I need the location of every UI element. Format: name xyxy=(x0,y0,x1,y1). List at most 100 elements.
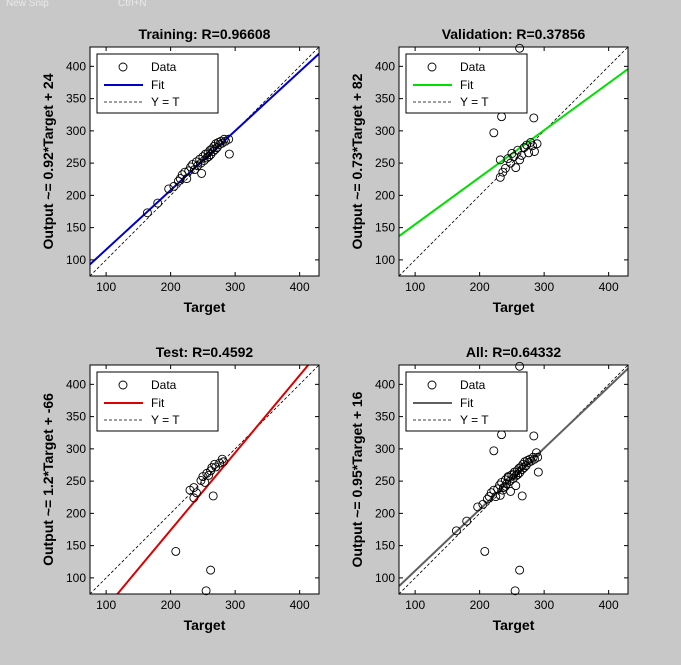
data-point xyxy=(189,483,199,493)
data-point xyxy=(495,490,505,500)
legend: Data Fit Y = T xyxy=(405,371,528,432)
y-tick-label: 350 xyxy=(375,92,395,106)
data-point xyxy=(204,470,214,480)
axes-frame xyxy=(89,364,320,595)
data-point xyxy=(528,452,538,462)
data-point xyxy=(533,452,543,462)
y-axis-label: Output ~= 0.73*Target + 82 xyxy=(349,73,365,249)
y-tick-label: 350 xyxy=(66,410,86,424)
data-point xyxy=(451,526,461,536)
legend-label-fit: Fit xyxy=(460,78,474,92)
legend-box xyxy=(96,371,219,432)
data-point xyxy=(510,586,520,596)
fit-line xyxy=(399,367,628,587)
data-point xyxy=(206,150,216,160)
data-point xyxy=(511,163,521,173)
x-tick-label: 200 xyxy=(161,598,181,612)
data-point xyxy=(195,154,205,164)
y-tick-label: 150 xyxy=(375,221,395,235)
data-point xyxy=(513,470,523,480)
data-point xyxy=(515,565,525,575)
top-toolbar-strip: New Snip Ctrl+N xyxy=(0,0,200,14)
y-tick-label: 200 xyxy=(66,506,86,520)
legend-marker-data xyxy=(427,62,437,72)
identity-line xyxy=(399,47,628,276)
regression-panel: 100 200 300 400 100 150 200 250 300 350 400 Trainin… xyxy=(40,26,320,315)
legend-label-data: Data xyxy=(460,378,486,392)
legend-label-fit: Fit xyxy=(151,396,165,410)
data-point xyxy=(515,155,525,165)
y-tick-label: 250 xyxy=(66,156,86,170)
data-point xyxy=(201,586,211,596)
legend: Data Fit Y = T xyxy=(96,371,219,432)
axes-frame xyxy=(398,364,629,595)
y-axis-label: Output ~= 0.92*Target + 24 xyxy=(40,73,56,249)
new-snip-label[interactable]: New Snip xyxy=(6,0,49,9)
data-point xyxy=(520,457,530,467)
y-tick-label: 250 xyxy=(375,156,395,170)
x-axis-label: Target xyxy=(493,299,535,315)
data-point xyxy=(517,491,527,501)
y-tick-label: 150 xyxy=(66,539,86,553)
y-tick-label: 400 xyxy=(66,377,86,391)
data-point xyxy=(191,488,201,498)
y-tick-label: 350 xyxy=(375,410,395,424)
data-point xyxy=(213,138,223,147)
y-tick-label: 200 xyxy=(375,506,395,520)
data-point xyxy=(519,143,529,153)
legend-marker-data xyxy=(118,62,128,72)
y-tick-label: 300 xyxy=(375,124,395,138)
data-point xyxy=(208,491,218,501)
data-point xyxy=(142,208,152,218)
regression-panel: 100 200 300 400 100 150 200 250 300 350 400 Validat… xyxy=(349,26,629,315)
y-tick-label: 400 xyxy=(66,59,86,73)
data-point xyxy=(500,163,510,173)
x-tick-label: 300 xyxy=(534,280,554,294)
y-tick-label: 300 xyxy=(375,442,395,456)
fit-line xyxy=(116,365,310,594)
data-point xyxy=(515,361,525,371)
data-point xyxy=(473,502,483,512)
x-tick-label: 400 xyxy=(290,598,310,612)
data-point xyxy=(489,485,499,495)
data-point xyxy=(528,141,537,151)
legend: Data Fit Y = T xyxy=(405,53,528,114)
data-point xyxy=(533,467,543,477)
y-tick-label: 250 xyxy=(66,474,86,488)
data-point xyxy=(515,468,525,478)
data-point xyxy=(530,147,539,156)
legend-marker-data xyxy=(427,380,437,390)
data-point xyxy=(211,139,221,149)
legend-label-identity: Y = T xyxy=(460,413,489,427)
data-point xyxy=(196,158,206,168)
shortcut-label: Ctrl+N xyxy=(118,0,147,9)
y-tick-label: 100 xyxy=(375,571,395,585)
y-tick-label: 350 xyxy=(66,92,86,106)
data-point xyxy=(212,143,222,153)
legend-label-fit: Fit xyxy=(151,78,165,92)
legend-label-identity: Y = T xyxy=(151,413,180,427)
legend-box xyxy=(96,53,219,114)
data-point xyxy=(478,499,488,509)
data-point xyxy=(503,472,513,482)
data-point xyxy=(207,463,217,473)
x-tick-label: 400 xyxy=(290,280,310,294)
regression-panel: 100 200 300 400 100 150 200 250 300 350 400 Test: R… xyxy=(40,344,320,633)
data-point xyxy=(189,493,199,503)
data-point xyxy=(489,446,499,456)
data-point xyxy=(531,448,541,458)
data-point xyxy=(529,113,539,123)
data-point xyxy=(200,477,210,487)
data-point xyxy=(217,454,227,464)
data-point xyxy=(502,479,512,489)
x-tick-label: 400 xyxy=(599,280,619,294)
x-tick-label: 200 xyxy=(470,280,490,294)
data-point xyxy=(522,456,532,465)
legend-label-identity: Y = T xyxy=(151,95,180,109)
legend-label-data: Data xyxy=(151,378,177,392)
data-point xyxy=(224,149,234,159)
data-point xyxy=(219,134,229,144)
data-point xyxy=(495,172,505,182)
y-axis-label: Output ~= 0.95*Target + 16 xyxy=(349,391,365,567)
legend-box xyxy=(405,371,528,432)
